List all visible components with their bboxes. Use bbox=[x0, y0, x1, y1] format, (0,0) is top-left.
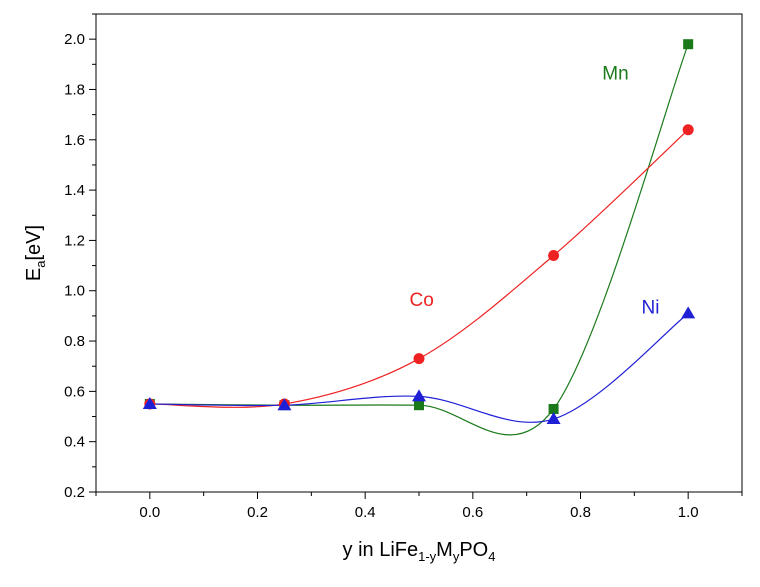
series-line-mn bbox=[149, 43, 689, 436]
series-label-ni: Ni bbox=[642, 297, 660, 318]
series-labels: Mn Co Ni bbox=[410, 63, 660, 318]
y-tick-label: 1.4 bbox=[64, 182, 85, 199]
point-co bbox=[413, 353, 425, 365]
y-tick-label: 2.0 bbox=[64, 31, 85, 48]
point-co bbox=[682, 124, 694, 136]
point-mn bbox=[548, 403, 559, 414]
x-tick-label: 0.2 bbox=[247, 504, 268, 521]
point-ni bbox=[412, 389, 426, 402]
y-tick-label: 0.4 bbox=[64, 434, 85, 451]
point-mn bbox=[414, 400, 424, 411]
series-line-ni bbox=[149, 312, 689, 423]
plot-frame bbox=[95, 13, 743, 493]
x-tick-label: 0.4 bbox=[355, 504, 376, 521]
ticks: 0.0 0.2 0.4 0.6 0.8 1.0 0.2 0.4 0.6 0.8 1.0 1.2 1.4 1… bbox=[64, 13, 743, 521]
point-mn bbox=[683, 39, 694, 50]
y-tick-label: 1.0 bbox=[64, 283, 85, 300]
x-tick-label: 0.6 bbox=[462, 504, 483, 521]
series-line-co bbox=[149, 129, 689, 408]
series-label-mn: Mn bbox=[602, 63, 628, 84]
x-tick-label: 0.0 bbox=[139, 504, 160, 521]
y-tick-label: 0.6 bbox=[64, 383, 85, 400]
y-tick-label: 0.2 bbox=[64, 484, 85, 501]
x-axis-title: y in LiFe1-yMyPO4 bbox=[343, 539, 496, 564]
point-ni bbox=[142, 396, 157, 409]
y-tick-label: 1.2 bbox=[64, 232, 85, 249]
x-tick-label: 1.0 bbox=[678, 504, 699, 521]
series-label-co: Co bbox=[410, 290, 434, 311]
y-tick-label: 1.6 bbox=[64, 132, 85, 149]
markers bbox=[142, 39, 696, 425]
point-ni bbox=[546, 412, 561, 425]
y-tick-label: 0.8 bbox=[64, 333, 85, 350]
point-co bbox=[548, 250, 560, 262]
y-axis-title: Ea[eV] bbox=[23, 225, 48, 281]
y-tick-label: 1.8 bbox=[64, 81, 85, 98]
curves bbox=[149, 43, 689, 436]
x-tick-label: 0.8 bbox=[570, 504, 591, 521]
point-ni bbox=[277, 398, 292, 411]
point-ni bbox=[681, 306, 696, 319]
